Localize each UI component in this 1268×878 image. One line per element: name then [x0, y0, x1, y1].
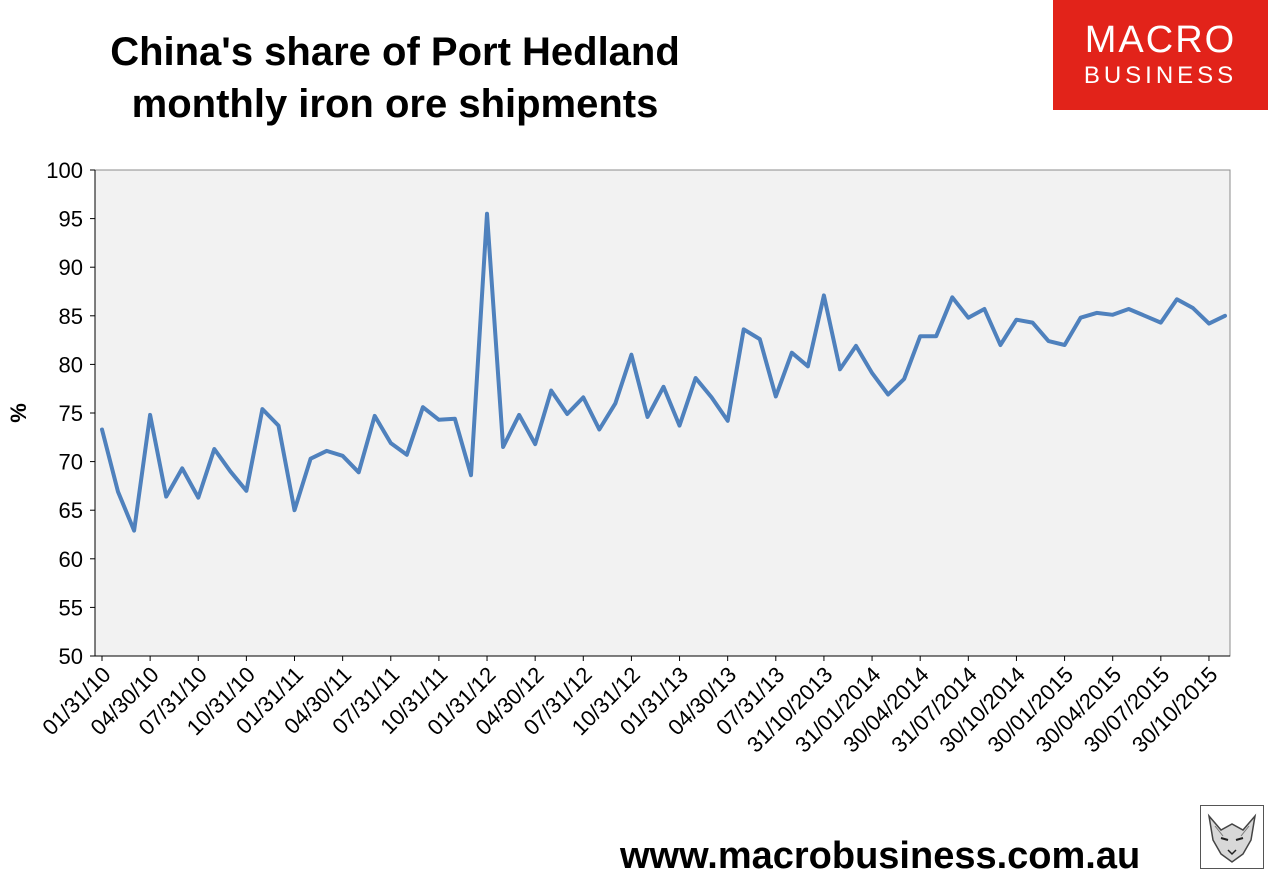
y-tick-label: 90 — [59, 255, 83, 280]
x-axis: 01/31/1004/30/1007/31/1010/31/1001/31/11… — [37, 655, 1230, 757]
y-tick-label: 50 — [59, 644, 83, 669]
wolf-logo-icon — [1200, 805, 1264, 869]
logo-line-2: BUSINESS — [1083, 62, 1238, 89]
y-axis: 50 55 60 65 70 75 80 85 90 95 100 — [46, 158, 96, 669]
plot-area — [94, 169, 1231, 657]
y-axis-label: % — [6, 403, 31, 423]
y-tick-label: 70 — [59, 450, 83, 475]
logo-line-1: MACRO — [1084, 19, 1237, 61]
y-tick-label: 55 — [59, 595, 83, 620]
y-tick-label: 65 — [59, 498, 83, 523]
y-tick-label: 75 — [59, 401, 83, 426]
macrobusiness-logo: MACRO BUSINESS — [1053, 0, 1268, 110]
y-tick-label: 60 — [59, 547, 83, 572]
title-line-2: monthly iron ore shipments — [131, 82, 659, 126]
y-tick-label: 85 — [59, 304, 83, 329]
y-tick-label: 95 — [59, 207, 83, 232]
y-tick-label: 100 — [46, 158, 83, 183]
series-line — [100, 211, 1227, 533]
title-line-1: China's share of Port Hedland — [110, 30, 680, 74]
y-tick-label: 80 — [59, 352, 83, 377]
footer-url: www.macrobusiness.com.au — [620, 835, 1141, 877]
chart-title: China's share of Port Hedland monthly ir… — [60, 26, 730, 130]
